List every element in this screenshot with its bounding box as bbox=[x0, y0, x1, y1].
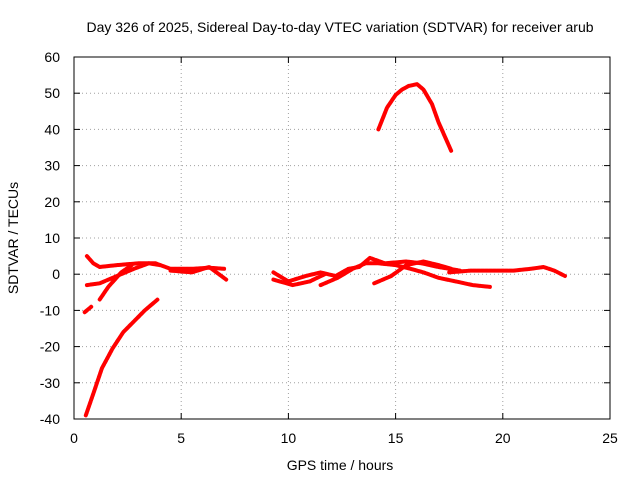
y-tick-label: -40 bbox=[40, 411, 60, 427]
series-trace-12 bbox=[376, 82, 454, 154]
x-tick-label: 25 bbox=[602, 430, 618, 446]
y-tick-label: -10 bbox=[40, 302, 60, 318]
data-series bbox=[82, 82, 567, 418]
x-axis-label: GPS time / hours bbox=[287, 457, 394, 473]
series-trace-6 bbox=[83, 297, 160, 418]
x-tick-label: 10 bbox=[281, 430, 297, 446]
y-tick-label: -20 bbox=[40, 339, 60, 355]
y-tick-label: 10 bbox=[44, 230, 60, 246]
series-trace-10 bbox=[372, 259, 454, 286]
series-trace-3 bbox=[82, 304, 94, 315]
x-tick-label: 15 bbox=[388, 430, 404, 446]
grid-lines bbox=[74, 57, 610, 419]
y-tick-label: 0 bbox=[52, 266, 60, 282]
x-tick-label: 20 bbox=[495, 430, 511, 446]
y-tick-label: 60 bbox=[44, 49, 60, 65]
chart-title: Day 326 of 2025, Sidereal Day-to-day VTE… bbox=[86, 19, 593, 35]
y-tick-label: -30 bbox=[40, 375, 60, 391]
series-trace-11 bbox=[447, 265, 567, 278]
y-tick-label: 50 bbox=[44, 85, 60, 101]
series-trace-5 bbox=[168, 265, 229, 282]
y-axis-label: SDTVAR / TECUs bbox=[5, 182, 21, 294]
series-trace-8 bbox=[271, 272, 327, 288]
x-tick-label: 5 bbox=[177, 430, 185, 446]
y-tick-label: 40 bbox=[44, 121, 60, 137]
x-tick-label: 0 bbox=[70, 430, 78, 446]
series-trace-4 bbox=[97, 263, 134, 302]
axis-ticks: 0 5 10 15 20 25 -40 -30 -20 -10 0 10 20 30 40 50 60 bbox=[40, 49, 618, 446]
y-tick-label: 30 bbox=[44, 158, 60, 174]
y-tick-label: 20 bbox=[44, 194, 60, 210]
series-trace-2 bbox=[84, 261, 162, 288]
